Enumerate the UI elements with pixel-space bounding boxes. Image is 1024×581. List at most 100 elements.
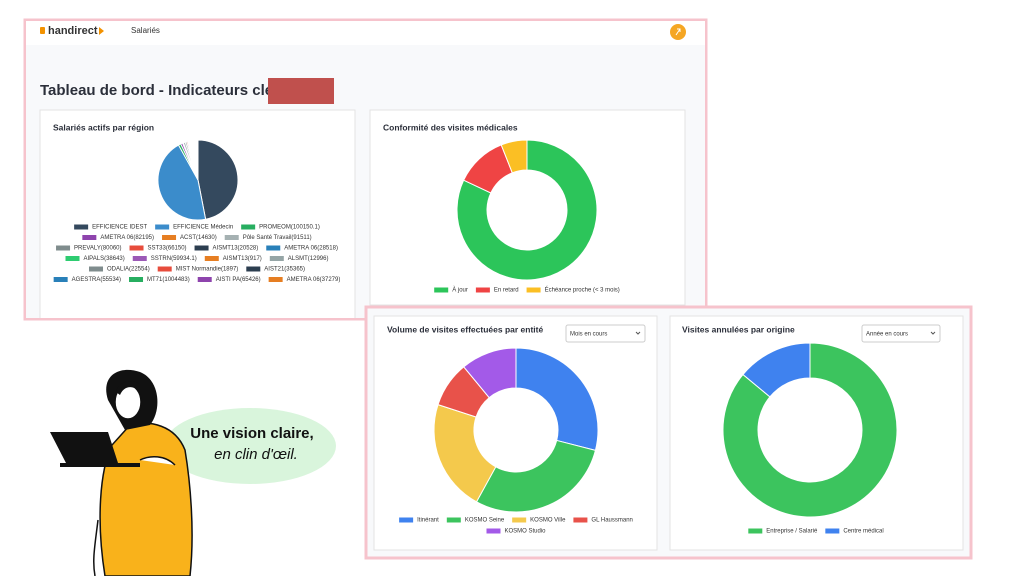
legend-swatch (446, 517, 461, 523)
legend-swatch (74, 224, 89, 230)
legend-swatch (512, 517, 527, 523)
card-title: Volume de visites effectuées par entité (387, 324, 543, 334)
screenshot-bottom: Volume de visites effectuées par entité M… (364, 305, 973, 560)
legend-item: KOSMO Seine (446, 517, 505, 524)
legend-label: AISMT13(20528) (213, 246, 259, 252)
chevron (930, 331, 936, 335)
legend-item: ACST(14630) (162, 235, 217, 241)
select[interactable] (565, 324, 646, 343)
legend-item: PROMEOM(100150.1) (241, 224, 320, 231)
shirt (99, 422, 193, 577)
slice (196, 139, 199, 181)
legend-label: PREVALY(80060) (74, 246, 121, 252)
legend-label: SSTRN(59934.1) (151, 256, 197, 262)
legend-item: AMETRA 06(37279) (268, 277, 340, 283)
legend-label: MIST Normandie(1897) (176, 267, 239, 273)
legend-item: Itinérant (399, 517, 439, 524)
legend-item: SST33(66150) (129, 245, 187, 252)
slice (475, 439, 597, 513)
card-title: Conformité des visites médicales (383, 122, 518, 132)
speech-text: en clin d'œil. (214, 446, 298, 463)
legend-swatch (157, 266, 172, 272)
legend-swatch (53, 277, 68, 282)
avatar-icon (675, 28, 681, 36)
navbar (26, 21, 705, 45)
legend-swatch (475, 287, 490, 293)
illustration: Une vision claire, en clin d'œil. (50, 369, 336, 577)
legend-item: En retard (475, 287, 519, 294)
speech-text: Une vision claire, (190, 425, 313, 442)
legend-swatch (132, 256, 147, 261)
legend-item: EFFICIENCE Médecin (155, 224, 233, 231)
legend-label: KOSMO Ville (530, 518, 566, 524)
legend-swatch (825, 528, 840, 534)
legend-swatch (89, 266, 103, 272)
legend-label: SST33(66150) (148, 246, 187, 252)
nav-link[interactable]: Salariés (131, 26, 160, 35)
legend-label: Itinérant (417, 518, 439, 524)
legend-item: GL Haussmann (573, 517, 633, 524)
card-title: Salariés actifs par région (53, 122, 154, 132)
slice (433, 404, 497, 503)
legend-item: Entreprise / Salarié (748, 528, 818, 535)
legend-label: KOSMO Seine (465, 518, 505, 524)
legend-label: EFFICIENCE IDEST (92, 225, 147, 231)
speech-bubble (164, 408, 336, 484)
legend-item: Pôle Santé Travail(91511) (224, 235, 312, 241)
outline (93, 519, 99, 577)
legend-swatch (486, 528, 501, 534)
legend-item: AGESTRA(55534) (53, 277, 121, 283)
legend-swatch (129, 277, 144, 282)
legend-label: AIST21(35365) (264, 267, 305, 273)
legend-label: Échéance proche (< 3 mois) (545, 287, 620, 294)
legend-label: AISTI PA(65426) (216, 277, 261, 283)
logo-icon (40, 27, 45, 34)
legend-label: GL Haussmann (591, 518, 632, 524)
legend-item: AIPALS(38643) (65, 256, 125, 262)
legend-label: Pôle Santé Travail(91511) (243, 235, 312, 241)
hand (139, 455, 176, 466)
legend-item: AISTI PA(65426) (197, 277, 261, 283)
legend-item: SSTRN(59934.1) (132, 256, 197, 262)
legend-item: AISMT13(917) (204, 256, 262, 262)
select[interactable] (861, 324, 941, 343)
legend-label: PROMEOM(100150.1) (259, 225, 320, 231)
legend-item: ALSMT(12996) (269, 256, 329, 262)
legend-swatch (246, 266, 261, 272)
legend-swatch (269, 256, 284, 261)
legend-label: ALSMT(12996) (288, 256, 329, 262)
chevron (635, 331, 641, 335)
legend-item: Centre médical (825, 528, 884, 535)
legend-swatch (82, 235, 97, 240)
legend-item: À jour (434, 287, 468, 294)
logo-arrow (99, 27, 104, 35)
card-title: Visites annulées par origine (682, 324, 795, 334)
legend-swatch (526, 287, 541, 293)
slice (157, 144, 207, 221)
legend-item: MIST Normandie(1897) (157, 266, 239, 273)
legend-swatch (197, 277, 212, 282)
legend-item: KOSMO Ville (512, 517, 566, 524)
legend-item: MT71(1004483) (129, 277, 190, 283)
legend-swatch (162, 235, 177, 240)
laptop-base (60, 463, 140, 467)
legend-item: AIST21(35365) (246, 266, 305, 273)
slice (463, 347, 517, 399)
legend-item: ODALIA(22554) (89, 266, 150, 273)
logo[interactable]: handirect (48, 25, 98, 37)
legend-swatch (224, 235, 239, 240)
legend-swatch (266, 245, 281, 251)
legend-label: AMETRA 06(82195) (100, 235, 154, 241)
legend-swatch (241, 224, 256, 230)
legend-swatch (434, 287, 449, 293)
legend-label: ODALIA(22554) (107, 267, 150, 273)
legend-swatch (399, 517, 414, 523)
legend-item: Échéance proche (< 3 mois) (526, 287, 620, 294)
slice (515, 347, 599, 452)
legend-swatch (194, 245, 209, 251)
legend-label: MT71(1004483) (147, 277, 190, 283)
cards-top: Salariés actifs par région EFFICIENCE IDE… (39, 109, 686, 318)
screenshot-top: handirect Salariés Tableau de bord - Ind… (23, 18, 708, 321)
legend-label: À jour (452, 287, 468, 294)
legend-item: AISMT13(20528) (194, 245, 259, 252)
